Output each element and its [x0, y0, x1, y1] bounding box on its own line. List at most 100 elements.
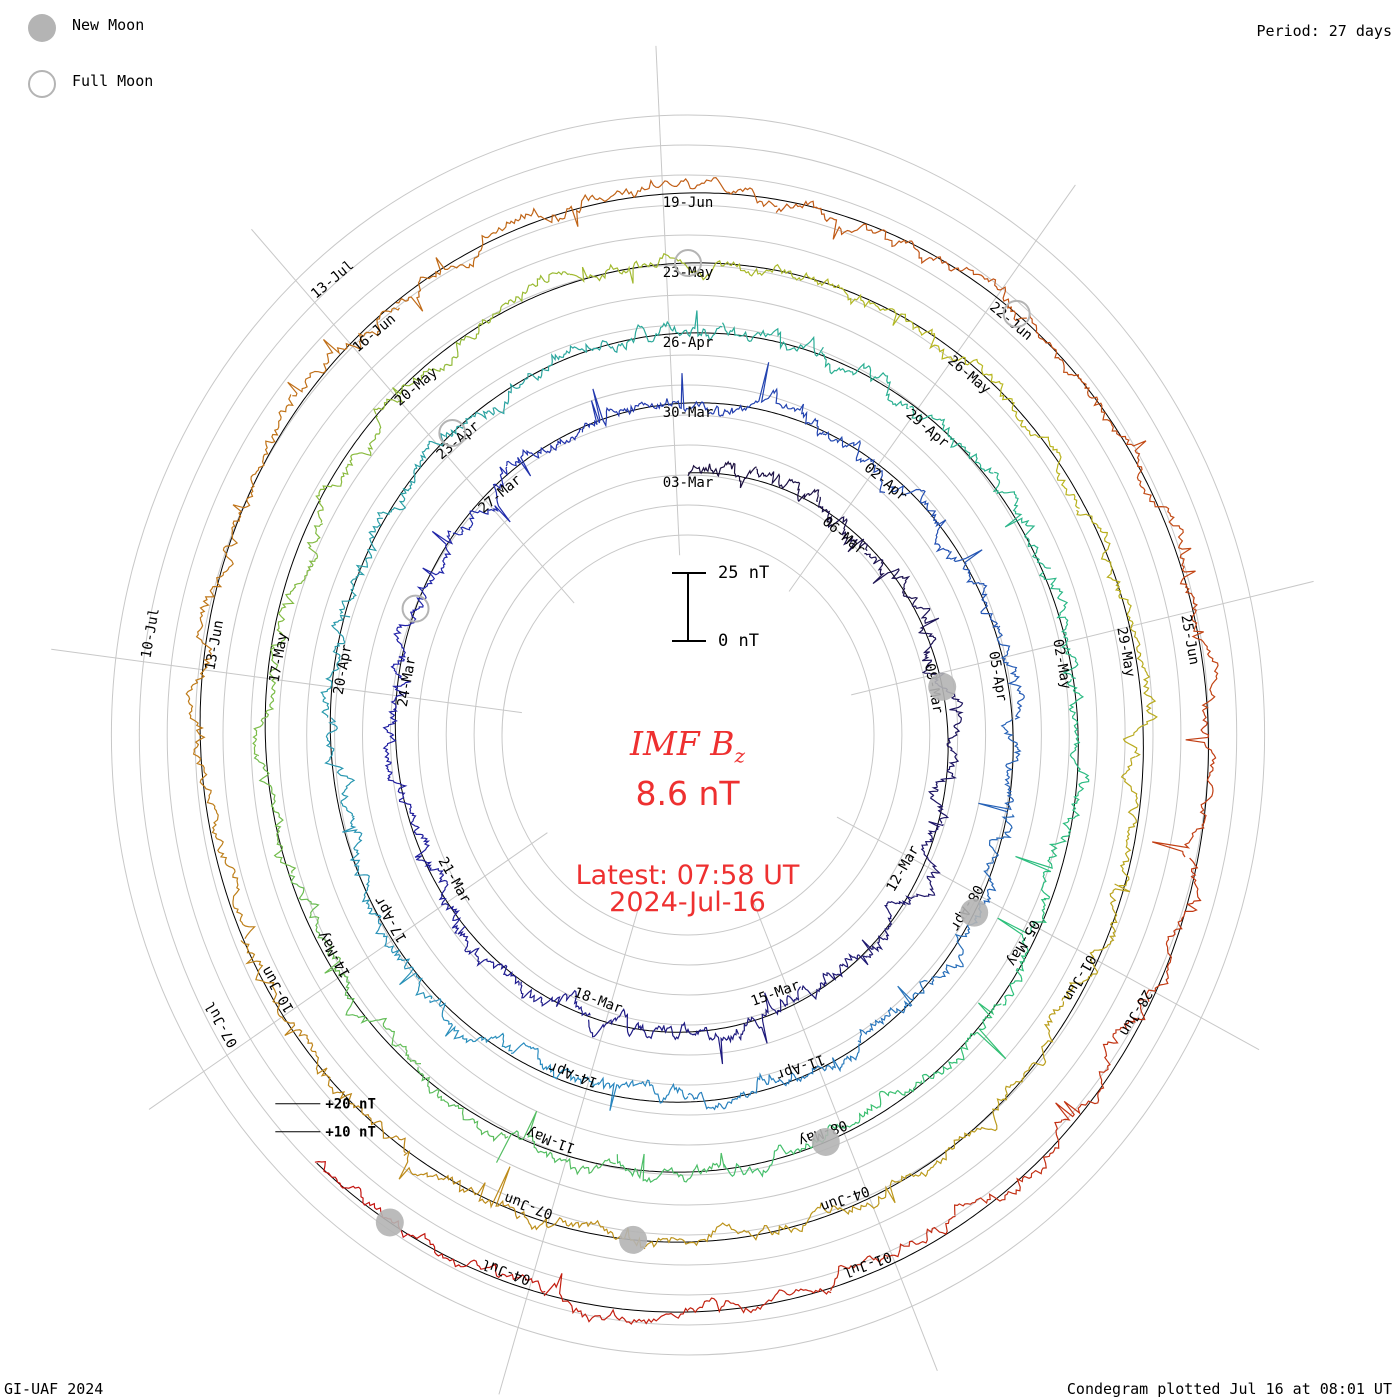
bz-trace-segment	[687, 1072, 778, 1111]
bz-trace-segment	[864, 553, 919, 606]
radial-grid-line	[498, 906, 640, 1395]
date-tick-label: 02-Apr	[861, 460, 910, 505]
radial-grid-line	[148, 832, 548, 1110]
bz-trace-segment	[830, 1215, 956, 1291]
bz-trace-segment	[826, 1080, 923, 1136]
bz-trace-segment	[991, 1001, 1064, 1111]
bz-trace-segment	[738, 986, 802, 1044]
date-tick-label: 13-Jun	[202, 619, 227, 672]
bz-trace-segment	[644, 1222, 773, 1248]
bz-trace-segment	[466, 271, 570, 340]
plus10-label: +10 nT	[325, 1125, 376, 1141]
bz-trace-segment	[1119, 756, 1139, 887]
date-tick-label: 07-Jun	[502, 1189, 555, 1221]
bz-trace-segment	[817, 496, 868, 553]
period-label: Period: 27 days	[1256, 22, 1392, 40]
new-moon-marker	[375, 1208, 404, 1237]
grid-ring	[250, 264, 1126, 1206]
radial-grid-line	[851, 580, 1314, 696]
legend-new-moon: New Moon	[28, 14, 188, 44]
bz-trace-segment	[723, 1134, 828, 1178]
current-value: 8.6 nT	[635, 774, 740, 813]
bz-trace-segment	[1152, 709, 1217, 858]
bz-trace-segment	[978, 814, 1015, 906]
bz-trace-segment	[928, 747, 960, 824]
bz-trace-segment	[1011, 401, 1080, 509]
bz-trace-segment	[342, 816, 377, 916]
grid-ring	[194, 204, 1182, 1266]
grid-ring	[306, 324, 1070, 1146]
full-moon-marker	[401, 594, 430, 623]
bz-trace-segment	[742, 362, 825, 437]
bz-trace-segment	[185, 664, 214, 805]
date-tick-label: 29-Apr	[903, 406, 952, 451]
plus20-label: +20 nT	[325, 1097, 376, 1113]
bz-trace-segment	[1038, 571, 1079, 680]
scale-bottom-label: 0 nT	[718, 631, 759, 651]
bz-trace-segment	[543, 1273, 689, 1325]
bz-trace-segment	[581, 388, 661, 433]
bz-trace-segment	[252, 635, 287, 757]
bz-trace-segment	[616, 1152, 725, 1183]
radial-grid-line	[51, 648, 522, 714]
radial-grid-line	[251, 228, 575, 604]
bz-trace-segment	[395, 221, 510, 312]
bz-trace-segment	[372, 335, 467, 415]
bz-trace-segment	[398, 1149, 521, 1220]
bz-trace-segment	[387, 778, 431, 861]
bz-trace-segment	[288, 874, 348, 978]
grid-ring	[473, 504, 903, 966]
bz-trace-segment	[315, 1053, 406, 1154]
new-moon-marker	[928, 672, 957, 701]
bz-trace-segment	[519, 981, 591, 1017]
full-moon-marker	[1002, 299, 1031, 328]
bz-trace-segment	[211, 803, 257, 940]
bz-trace-segment	[240, 940, 317, 1054]
grid-ring	[110, 114, 1266, 1356]
bz-trace-segment	[821, 351, 909, 410]
bz-trace-segment	[921, 1002, 1007, 1084]
bz-trace-segment	[527, 340, 623, 382]
bz-trace-segment	[338, 517, 383, 615]
date-tick-label: 07-Jul	[202, 998, 241, 1050]
bz-trace-segment	[457, 925, 520, 986]
bz-trace-segment	[996, 625, 1025, 720]
radial-grid-line	[752, 900, 938, 1371]
date-tick-label: 18-Mar	[572, 985, 625, 1017]
date-tick-label: 01-Jul	[841, 1248, 894, 1280]
date-tick-label: 30-Mar	[663, 405, 714, 421]
date-tick-label: 13-Jul	[308, 257, 357, 302]
latest-date: 2024-Jul-16	[609, 887, 766, 918]
credit-label: GI-UAF 2024	[4, 1380, 104, 1398]
bz-trace-segment	[911, 605, 940, 675]
grid-ring	[334, 354, 1042, 1116]
date-tick-label: 10-Jul	[138, 607, 163, 660]
new-moon-marker	[811, 1127, 840, 1156]
date-tick-label: 26-May	[944, 353, 993, 398]
bz-trace-segment	[320, 614, 351, 718]
bz-trace-segment	[771, 1185, 896, 1236]
parameter-title: IMF Bz	[0, 724, 1375, 768]
date-tick-label: 11-Apr	[774, 1051, 827, 1083]
bz-trace-segment	[375, 914, 433, 999]
full-moon-icon	[28, 70, 56, 98]
bz-trace-segment	[195, 525, 239, 666]
grid-ring	[389, 414, 987, 1056]
bz-trace-segment	[913, 325, 1013, 402]
bz-trace-segment	[861, 895, 915, 959]
bz-trace-segment	[511, 1042, 600, 1089]
grid-ring	[501, 534, 875, 936]
bz-trace-segment	[621, 310, 723, 351]
zero-spiral	[199, 192, 1209, 1313]
grid-ring	[417, 444, 959, 1026]
bz-trace-segment	[416, 858, 462, 934]
date-tick-label: 17-May	[267, 631, 292, 684]
bz-trace-segment	[1015, 791, 1081, 900]
bz-trace-segment	[945, 549, 999, 628]
bz-trace-segment	[992, 471, 1051, 569]
bz-trace-segment	[315, 415, 382, 523]
bz-trace-segment	[232, 394, 294, 528]
bz-trace-segment	[801, 953, 869, 1001]
bz-trace-segment	[597, 1076, 689, 1111]
date-tick-label: 19-Jun	[663, 195, 714, 211]
